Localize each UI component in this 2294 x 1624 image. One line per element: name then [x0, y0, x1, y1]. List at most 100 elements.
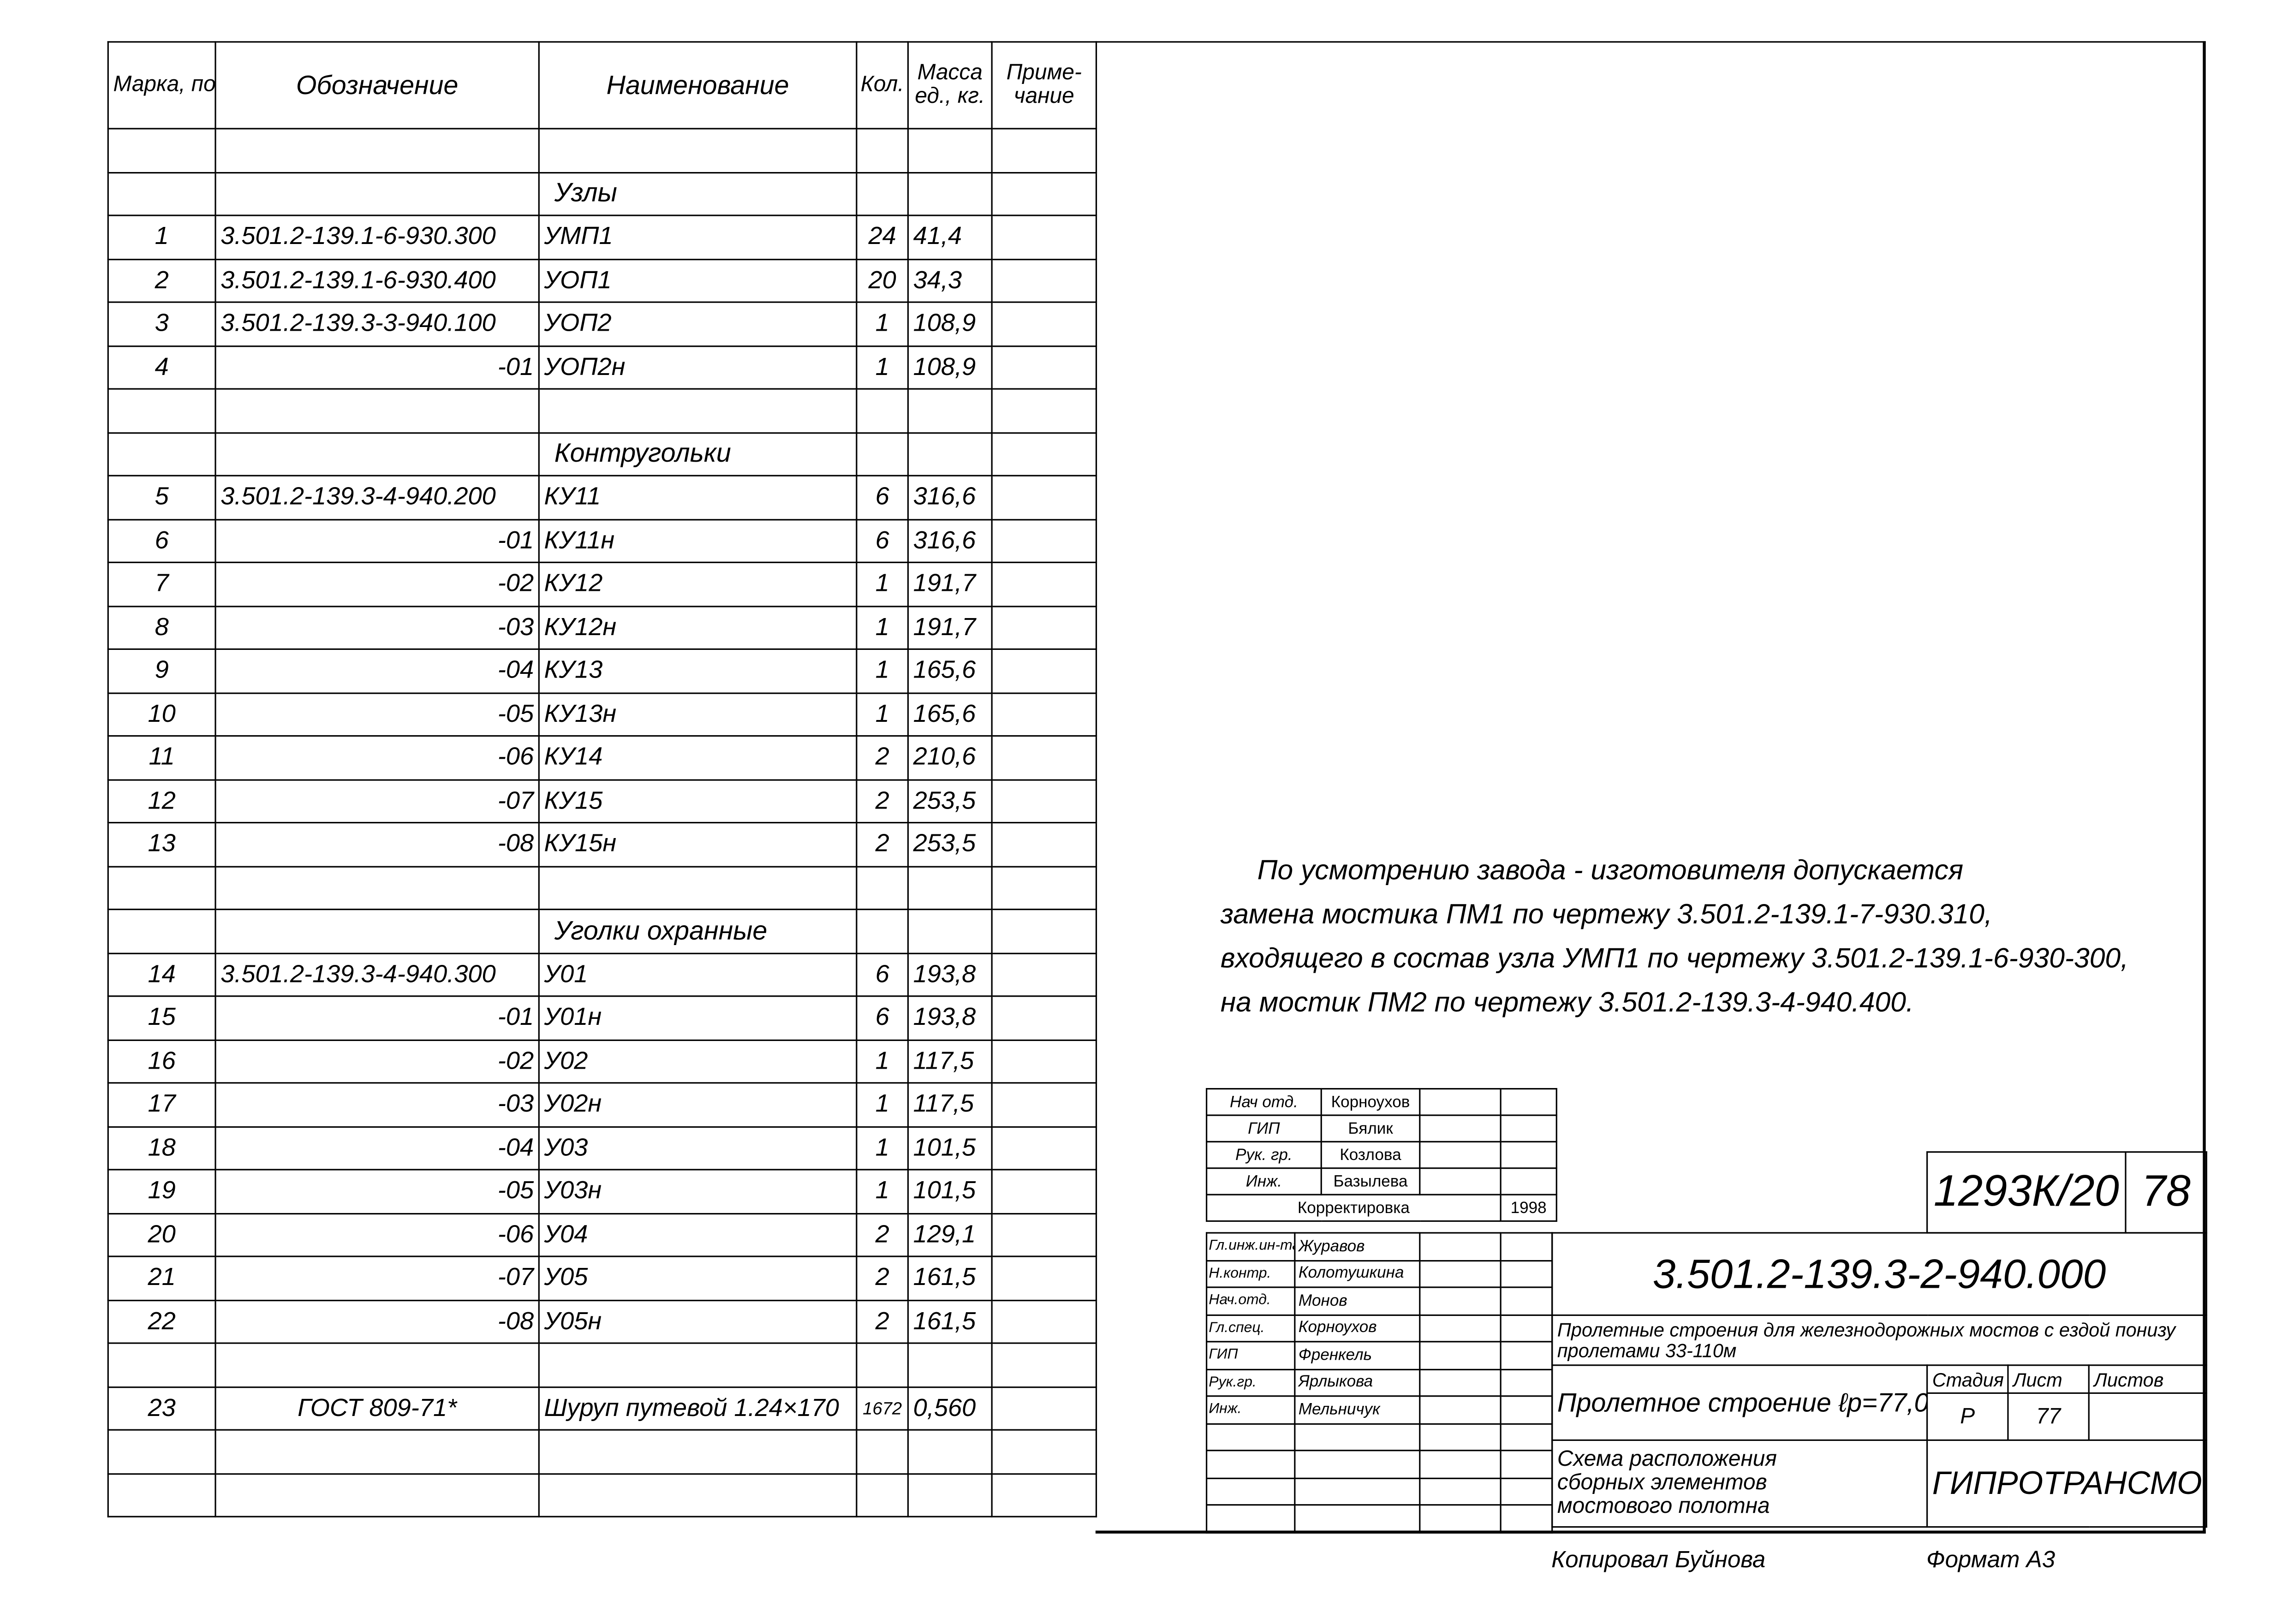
- qty-cell: 1: [856, 1039, 909, 1084]
- date-cell: [1500, 1341, 1553, 1370]
- document-designation: 3.501.2-139.3-2-940.000: [1551, 1232, 2207, 1316]
- empty-cell: [215, 388, 540, 433]
- mass-cell: 117,5: [907, 1039, 993, 1084]
- designation-cell: -04: [215, 648, 540, 694]
- empty-cell: [907, 909, 993, 954]
- empty-cell: [856, 1342, 909, 1387]
- designation-cell: -04: [215, 1125, 540, 1171]
- sheets-label: Листов: [2088, 1364, 2207, 1394]
- mark-cell: 13: [107, 822, 216, 867]
- designation-cell: -06: [215, 735, 540, 780]
- empty-cell: [991, 1342, 1097, 1387]
- date-cell: [1500, 1368, 1553, 1397]
- role-cell: [1205, 1504, 1296, 1533]
- name-cell: КУ12: [538, 561, 858, 607]
- stage-value: Р: [1926, 1392, 2009, 1441]
- empty-cell: [991, 128, 1097, 173]
- empty-cell: [991, 431, 1097, 476]
- qty-cell: 6: [856, 995, 909, 1041]
- mark-cell: 20: [107, 1212, 216, 1257]
- sheet-label: Лист: [2007, 1364, 2090, 1394]
- empty-cell: [215, 431, 540, 476]
- designation-cell: 3.501.2-139.3-3-940.100: [215, 301, 540, 346]
- designation-cell: -03: [215, 605, 540, 650]
- empty-cell: [215, 909, 540, 954]
- signature-row: [1205, 1477, 1553, 1506]
- signature-cell: [1419, 1368, 1502, 1397]
- signature-cell: [1419, 1259, 1502, 1288]
- mark-cell: 12: [107, 778, 216, 824]
- role-cell: Нач.отд.: [1205, 1286, 1296, 1315]
- mass-cell: 161,5: [907, 1299, 993, 1344]
- mass-cell: 165,6: [907, 648, 993, 694]
- empty-cell: [991, 865, 1097, 910]
- name-cell: КУ13н: [538, 691, 858, 737]
- table-row: 15 -01 У01н 6 193,8: [107, 995, 1097, 1041]
- name-cell: КУ15н: [538, 822, 858, 867]
- designation-cell: 3.501.2-139.3-4-940.200: [215, 475, 540, 520]
- mark-cell: 22: [107, 1299, 216, 1344]
- name-cell: УМП1: [538, 214, 858, 260]
- header-mass: Масса ед., кг.: [907, 41, 993, 130]
- note-cell: [991, 822, 1097, 867]
- section-title: Уголки охранные: [538, 909, 858, 954]
- qty-cell: 2: [856, 778, 909, 824]
- note-cell: [991, 735, 1097, 780]
- qty-cell: 1: [856, 1125, 909, 1171]
- role-cell: ГИП: [1205, 1114, 1322, 1142]
- note-cell: [991, 691, 1097, 737]
- empty-cell: [107, 1472, 216, 1517]
- name-cell: Корноухов: [1294, 1314, 1421, 1343]
- signature-cell: [1419, 1141, 1502, 1169]
- mass-cell: 108,9: [907, 345, 993, 390]
- empty-cell: [538, 388, 858, 433]
- name-cell: Френкель: [1294, 1341, 1421, 1370]
- empty-cell: [856, 388, 909, 433]
- signature-cell: [1419, 1450, 1502, 1479]
- role-cell: Гл.инж.ин-та: [1205, 1232, 1296, 1261]
- qty-cell: 24: [856, 214, 909, 260]
- date-cell: [1500, 1259, 1553, 1288]
- note-cell: [991, 1039, 1097, 1084]
- note-cell: [991, 301, 1097, 346]
- mark-cell: 18: [107, 1125, 216, 1171]
- correction-label: Корректировка: [1205, 1194, 1502, 1222]
- sheet-value: 77: [2007, 1392, 2090, 1441]
- note-line: на мостик ПМ2 по чертежу 3.501.2-139.3-4…: [1220, 988, 1914, 1019]
- empty-cell: [538, 128, 858, 173]
- empty-cell: [538, 1342, 858, 1387]
- empty-cell: [215, 1429, 540, 1474]
- blank-row: [107, 1472, 1097, 1517]
- copied-by: Копировал Буйнова: [1551, 1548, 1766, 1573]
- name-cell: Монов: [1294, 1286, 1421, 1315]
- date-cell: [1500, 1088, 1557, 1116]
- note-cell: [991, 475, 1097, 520]
- name-cell: Колотушкина: [1294, 1259, 1421, 1288]
- empty-cell: [215, 128, 540, 173]
- date-cell: [1500, 1141, 1557, 1169]
- qty-cell: 2: [856, 1255, 909, 1301]
- empty-cell: [107, 431, 216, 476]
- approval-row: ГИП Бялик: [1205, 1114, 1557, 1142]
- section-title: Контругольки: [538, 431, 858, 476]
- mass-cell: 34,3: [907, 258, 993, 303]
- date-cell: [1500, 1167, 1557, 1196]
- name-cell: [1294, 1450, 1421, 1479]
- header-name: Наименование: [538, 41, 858, 130]
- designation-cell: -01: [215, 518, 540, 563]
- signature-cell: [1419, 1395, 1502, 1424]
- name-cell: Козлова: [1320, 1141, 1421, 1169]
- signature-row: [1205, 1422, 1553, 1451]
- empty-cell: [907, 171, 993, 216]
- mark-cell: 9: [107, 648, 216, 694]
- name-cell: [1294, 1477, 1421, 1506]
- name-cell: УОП2н: [538, 345, 858, 390]
- mark-cell: 14: [107, 952, 216, 997]
- name-cell: КУ15: [538, 778, 858, 824]
- header-designation: Обозначение: [215, 41, 540, 130]
- name-cell: [1294, 1504, 1421, 1533]
- name-cell: У02н: [538, 1082, 858, 1127]
- mark-cell: 17: [107, 1082, 216, 1127]
- note-cell: [991, 995, 1097, 1041]
